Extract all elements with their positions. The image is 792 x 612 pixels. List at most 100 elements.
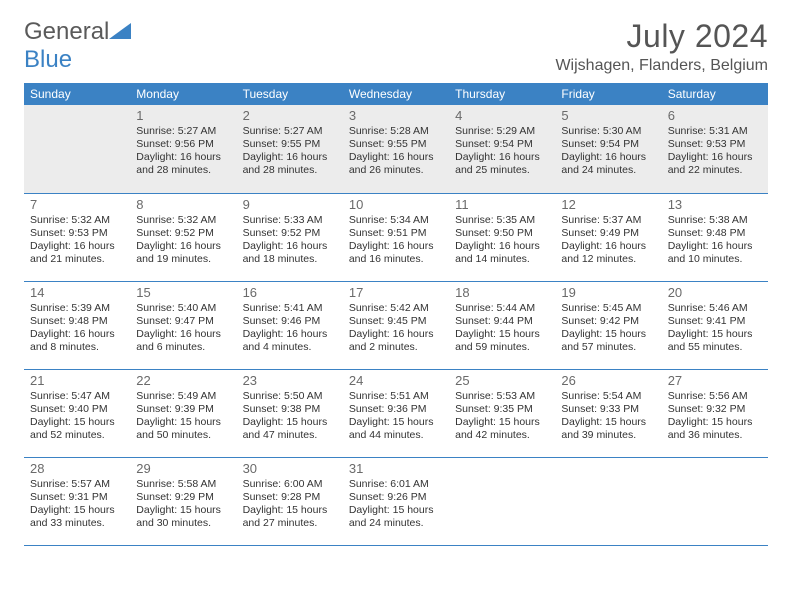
calendar-cell: 26 Sunrise: 5:54 AMSunset: 9:33 PMDayligh… — [555, 369, 661, 457]
day-info-line: and 50 minutes. — [136, 429, 230, 442]
day-info-line: and 2 minutes. — [349, 341, 443, 354]
calendar-cell-empty — [24, 105, 130, 193]
day-info-line: Sunset: 9:35 PM — [455, 403, 549, 416]
day-info-line: Sunrise: 5:31 AM — [668, 125, 762, 138]
day-number: 12 — [561, 197, 655, 212]
day-info-line: Sunset: 9:26 PM — [349, 491, 443, 504]
calendar-cell: 17Sunrise: 5:42 AMSunset: 9:45 PMDayligh… — [343, 281, 449, 369]
day-info-line: Daylight: 16 hours — [668, 240, 762, 253]
day-info: Sunrise: 5:27 AMSunset: 9:56 PMDaylight:… — [136, 125, 230, 178]
day-info-line: Sunrise: 5:32 AM — [30, 214, 124, 227]
day-info-line: Daylight: 16 hours — [349, 328, 443, 341]
day-info-line: Sunset: 9:53 PM — [30, 227, 124, 240]
day-info: Sunrise: 5:46 AMSunset: 9:41 PMDaylight:… — [668, 302, 762, 355]
calendar-cell: 5Sunrise: 5:30 AMSunset: 9:54 PMDaylight… — [555, 105, 661, 193]
day-info-line: and 8 minutes. — [30, 341, 124, 354]
day-number: 23 — [243, 373, 337, 388]
calendar-cell: 13Sunrise: 5:38 AMSunset: 9:48 PMDayligh… — [662, 193, 768, 281]
day-info: Sunrise: 5:27 AMSunset: 9:55 PMDaylight:… — [243, 125, 337, 178]
day-info-line: and 33 minutes. — [30, 517, 124, 530]
calendar-cell: 14Sunrise: 5:39 AMSunset: 9:48 PMDayligh… — [24, 281, 130, 369]
day-info-line: Sunrise: 5:34 AM — [349, 214, 443, 227]
day-info-line: Daylight: 16 hours — [349, 240, 443, 253]
day-info: Sunrise: 5:31 AMSunset: 9:53 PMDaylight:… — [668, 125, 762, 178]
day-info-line: Daylight: 15 hours — [668, 328, 762, 341]
day-info: Sunrise: 5:54 AMSunset: 9:33 PMDaylight:… — [561, 390, 655, 443]
day-info-line: Sunset: 9:45 PM — [349, 315, 443, 328]
day-info-line: Daylight: 16 hours — [349, 151, 443, 164]
day-info-line: Sunrise: 5:57 AM — [30, 478, 124, 491]
day-info-line: Daylight: 16 hours — [30, 240, 124, 253]
day-info-line: and 36 minutes. — [668, 429, 762, 442]
calendar-cell: 6Sunrise: 5:31 AMSunset: 9:53 PMDaylight… — [662, 105, 768, 193]
day-info: Sunrise: 5:47 AMSunset: 9:40 PMDaylight:… — [30, 390, 124, 443]
day-info-line: Sunset: 9:50 PM — [455, 227, 549, 240]
day-number: 17 — [349, 285, 443, 300]
day-info-line: Sunrise: 5:58 AM — [136, 478, 230, 491]
day-info: Sunrise: 5:35 AMSunset: 9:50 PMDaylight:… — [455, 214, 549, 267]
day-info-line: Sunrise: 5:40 AM — [136, 302, 230, 315]
day-info-line: Sunset: 9:40 PM — [30, 403, 124, 416]
day-info-line: and 24 minutes. — [349, 517, 443, 530]
day-info: Sunrise: 5:34 AMSunset: 9:51 PMDaylight:… — [349, 214, 443, 267]
day-info-line: Sunrise: 6:00 AM — [243, 478, 337, 491]
day-number: 8 — [136, 197, 230, 212]
day-info-line: and 22 minutes. — [668, 164, 762, 177]
logo-text-part2: Blue — [24, 46, 72, 73]
day-info: Sunrise: 5:56 AMSunset: 9:32 PMDaylight:… — [668, 390, 762, 443]
day-info-line: Sunset: 9:54 PM — [561, 138, 655, 151]
day-info-line: Sunrise: 5:41 AM — [243, 302, 337, 315]
day-info-line: Sunrise: 5:45 AM — [561, 302, 655, 315]
day-info-line: Sunset: 9:53 PM — [668, 138, 762, 151]
day-number: 9 — [243, 197, 337, 212]
day-number: 10 — [349, 197, 443, 212]
calendar-cell: 25Sunrise: 5:53 AMSunset: 9:35 PMDayligh… — [449, 369, 555, 457]
day-info-line: and 21 minutes. — [30, 253, 124, 266]
day-info: Sunrise: 5:32 AMSunset: 9:52 PMDaylight:… — [136, 214, 230, 267]
calendar-row: 21 Sunrise: 5:47 AMSunset: 9:40 PMDayligh… — [24, 369, 768, 457]
day-number: 21 — [30, 373, 124, 388]
day-info-line: and 47 minutes. — [243, 429, 337, 442]
day-info-line: and 4 minutes. — [243, 341, 337, 354]
day-number: 5 — [561, 108, 655, 123]
day-info-line: and 14 minutes. — [455, 253, 549, 266]
calendar-cell: 24Sunrise: 5:51 AMSunset: 9:36 PMDayligh… — [343, 369, 449, 457]
day-info-line: and 42 minutes. — [455, 429, 549, 442]
day-info-line: Sunrise: 5:46 AM — [668, 302, 762, 315]
calendar-row: 7Sunrise: 5:32 AMSunset: 9:53 PMDaylight… — [24, 193, 768, 281]
day-info-line: and 28 minutes. — [243, 164, 337, 177]
calendar-head: SundayMondayTuesdayWednesdayThursdayFrid… — [24, 83, 768, 105]
day-number: 26 — [561, 373, 655, 388]
day-info-line: Sunrise: 5:50 AM — [243, 390, 337, 403]
header: General Blue July 2024 Wijshagen, Flande… — [24, 18, 768, 75]
day-info-line: Sunset: 9:28 PM — [243, 491, 337, 504]
day-info-line: Daylight: 16 hours — [243, 328, 337, 341]
day-info-line: Sunset: 9:48 PM — [30, 315, 124, 328]
day-header: Tuesday — [237, 83, 343, 105]
calendar-cell: 30Sunrise: 6:00 AMSunset: 9:28 PMDayligh… — [237, 457, 343, 545]
calendar-cell: 21 Sunrise: 5:47 AMSunset: 9:40 PMDayligh… — [24, 369, 130, 457]
calendar-cell: 7Sunrise: 5:32 AMSunset: 9:53 PMDaylight… — [24, 193, 130, 281]
day-info: Sunrise: 5:37 AMSunset: 9:49 PMDaylight:… — [561, 214, 655, 267]
calendar-cell: 2Sunrise: 5:27 AMSunset: 9:55 PMDaylight… — [237, 105, 343, 193]
day-number: 13 — [668, 197, 762, 212]
calendar-cell: 9Sunrise: 5:33 AMSunset: 9:52 PMDaylight… — [237, 193, 343, 281]
title-block: July 2024 Wijshagen, Flanders, Belgium — [555, 18, 768, 75]
day-info-line: and 44 minutes. — [349, 429, 443, 442]
day-info-line: Daylight: 16 hours — [243, 240, 337, 253]
day-info: Sunrise: 5:57 AMSunset: 9:31 PMDaylight:… — [30, 478, 124, 531]
day-number: 27 — [668, 373, 762, 388]
day-info: Sunrise: 5:40 AMSunset: 9:47 PMDaylight:… — [136, 302, 230, 355]
calendar-cell: 27 Sunrise: 5:56 AMSunset: 9:32 PMDayligh… — [662, 369, 768, 457]
day-info-line: Sunrise: 5:33 AM — [243, 214, 337, 227]
page-title: July 2024 — [555, 18, 768, 55]
calendar-cell: 22Sunrise: 5:49 AMSunset: 9:39 PMDayligh… — [130, 369, 236, 457]
day-info-line: Daylight: 15 hours — [668, 416, 762, 429]
day-info-line: and 39 minutes. — [561, 429, 655, 442]
calendar-cell: 20Sunrise: 5:46 AMSunset: 9:41 PMDayligh… — [662, 281, 768, 369]
day-info-line: Daylight: 16 hours — [561, 151, 655, 164]
day-info: Sunrise: 6:01 AMSunset: 9:26 PMDaylight:… — [349, 478, 443, 531]
day-info-line: Daylight: 15 hours — [561, 416, 655, 429]
day-number: 29 — [136, 461, 230, 476]
day-info-line: Sunset: 9:32 PM — [668, 403, 762, 416]
